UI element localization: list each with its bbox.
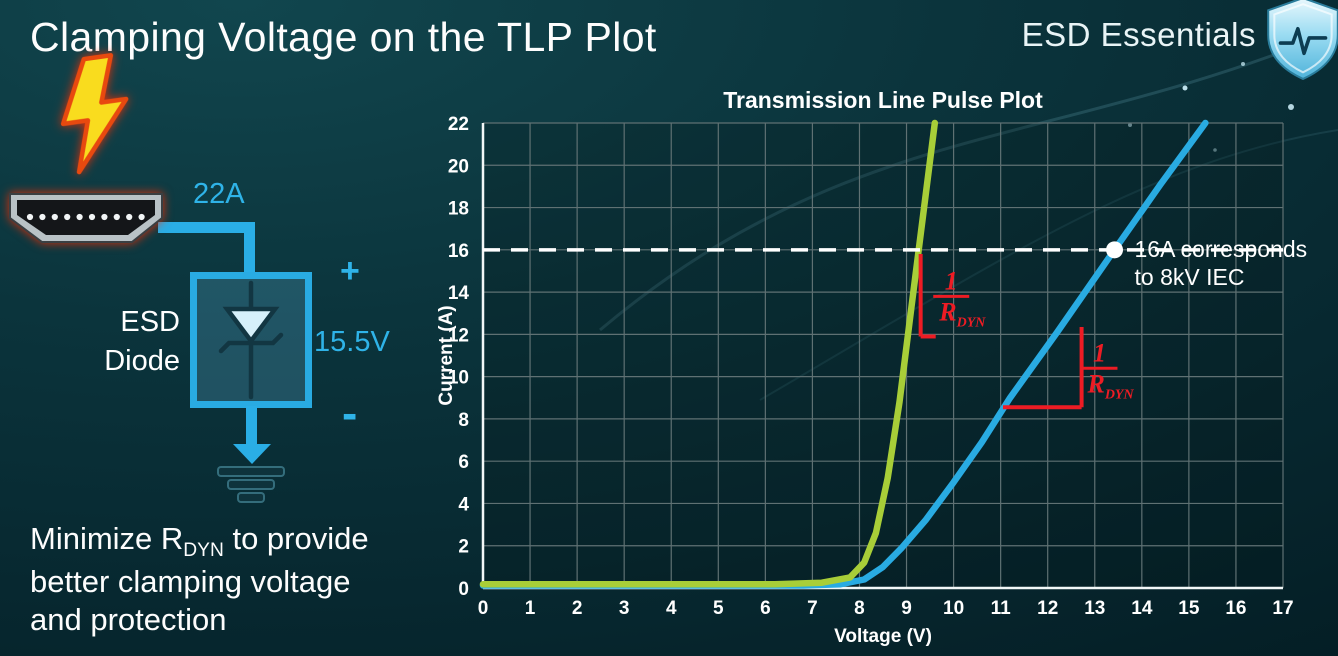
takeaway-line2: better clamping voltage	[30, 563, 351, 599]
takeaway-line1-post: to provide	[223, 521, 369, 556]
device-label: ESD Diode	[80, 303, 180, 381]
minus-polarity-label: -	[342, 387, 358, 439]
series-blue-high-rdyn	[479, 119, 1209, 589]
device-label-line2: Diode	[104, 345, 180, 378]
svg-text:3: 3	[619, 598, 630, 619]
plus-polarity-label: +	[340, 252, 360, 290]
wire-horizontal	[158, 222, 255, 233]
ground-arrow-shaft	[246, 406, 257, 446]
reference-label-line2: to 8kV IEC	[1135, 264, 1245, 290]
svg-text:12: 12	[448, 325, 469, 346]
takeaway-line1-pre: Minimize R	[30, 521, 184, 556]
tick-labels: 0 1 2 3 4 5 6 7 8 9 10 11 12 13 14 15 16 1702468101214161…	[448, 114, 1294, 619]
rdyn-fraction-numerator: 1	[1093, 338, 1106, 367]
hdmi-connector-icon	[9, 193, 163, 243]
tlp-chart: 0 1 2 3 4 5 6 7 8 9 10 11 12 13 14 15 16 1702468101214161…	[438, 88, 1308, 647]
device-label-line1: ESD	[120, 306, 180, 338]
esd-diode-box	[190, 272, 312, 408]
brand-name: ESD Essentials	[1021, 16, 1256, 53]
svg-text:2: 2	[458, 537, 469, 558]
lightning-bolt-icon	[60, 53, 129, 175]
svg-text:10: 10	[448, 368, 469, 389]
svg-text:5: 5	[713, 598, 724, 619]
rdyn-fraction-denominator: RDYN	[938, 297, 986, 330]
ground-symbol-bar	[219, 468, 283, 475]
chart-grid	[482, 122, 1284, 589]
ground-arrow-head	[233, 444, 271, 464]
svg-text:14: 14	[1131, 598, 1153, 619]
svg-text:7: 7	[807, 598, 818, 619]
svg-text:17: 17	[1272, 598, 1293, 619]
svg-text:0: 0	[478, 598, 489, 619]
svg-text:6: 6	[760, 598, 771, 619]
slide-title: Clamping Voltage on the TLP Plot	[30, 14, 657, 60]
takeaway-line1-sub: DYN	[183, 540, 224, 562]
svg-text:2: 2	[572, 598, 583, 619]
surge-current-label: 22A	[193, 178, 245, 210]
svg-text:16: 16	[448, 241, 469, 262]
svg-text:4: 4	[458, 494, 469, 515]
svg-text:18: 18	[448, 199, 469, 220]
zener-diode-icon	[218, 280, 284, 400]
takeaway-text: Minimize RDYN to provide better clamping…	[30, 520, 369, 639]
series-green-low-rdyn	[479, 119, 939, 588]
svg-text:20: 20	[448, 156, 469, 177]
svg-text:8: 8	[854, 598, 865, 619]
svg-text:14: 14	[448, 283, 470, 304]
svg-text:4: 4	[666, 598, 677, 619]
svg-text:15: 15	[1178, 598, 1200, 619]
svg-text:10: 10	[943, 598, 964, 619]
rdyn-fraction-denominator: RDYN	[1086, 369, 1134, 402]
svg-text:16: 16	[1225, 598, 1246, 619]
chart-title: Transmission Line Pulse Plot	[723, 88, 1043, 113]
svg-text:0: 0	[458, 579, 469, 600]
svg-text:6: 6	[458, 452, 469, 473]
svg-text:12: 12	[1037, 598, 1058, 619]
plot-background	[483, 123, 1283, 588]
wire-vertical	[244, 222, 255, 278]
svg-text:1: 1	[525, 598, 536, 619]
reference-point	[1106, 241, 1124, 259]
ground-symbol-bar	[239, 494, 263, 501]
svg-text:8: 8	[458, 410, 469, 431]
shield-logo-icon	[1267, 0, 1338, 81]
rdyn-fraction-numerator: 1	[945, 266, 958, 295]
reference-label-line1: 16A corresponds	[1135, 236, 1308, 262]
x-axis-label: Voltage (V)	[834, 626, 932, 647]
ground-symbol-bar	[229, 481, 273, 488]
svg-text:22: 22	[448, 114, 469, 135]
takeaway-line3: and protection	[30, 601, 227, 637]
y-axis-label: Current (A)	[438, 305, 457, 405]
svg-text:13: 13	[1084, 598, 1105, 619]
clamp-voltage-label: 15.5V	[314, 326, 390, 358]
svg-text:11: 11	[991, 598, 1012, 619]
svg-text:9: 9	[901, 598, 912, 619]
